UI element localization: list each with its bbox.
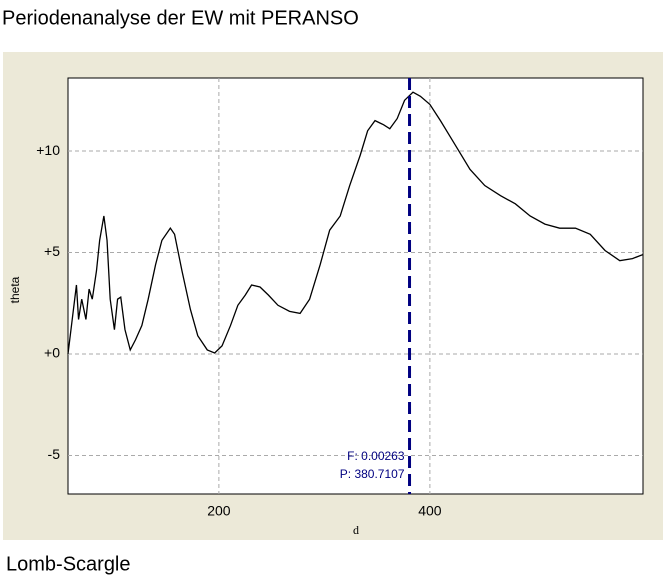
y-tick-label: +10 [36,142,60,158]
x-tick-label: 200 [207,503,231,519]
y-axis-label: theta [8,276,22,303]
data-line [67,91,644,355]
annotation: P: 380.7107 [340,467,405,481]
y-tick-label: +5 [44,243,60,259]
y-tick-label: -5 [48,446,61,462]
annotation: F: 0.00263 [347,449,405,463]
y-tick-label: +0 [44,345,60,361]
x-tick-label: 400 [418,503,442,519]
plot-area [67,77,644,495]
x-axis-label: d [353,523,359,537]
chart-title: Periodenanalyse der EW mit PERANSO [2,7,359,29]
caption: Lomb-Scargle [6,553,131,575]
